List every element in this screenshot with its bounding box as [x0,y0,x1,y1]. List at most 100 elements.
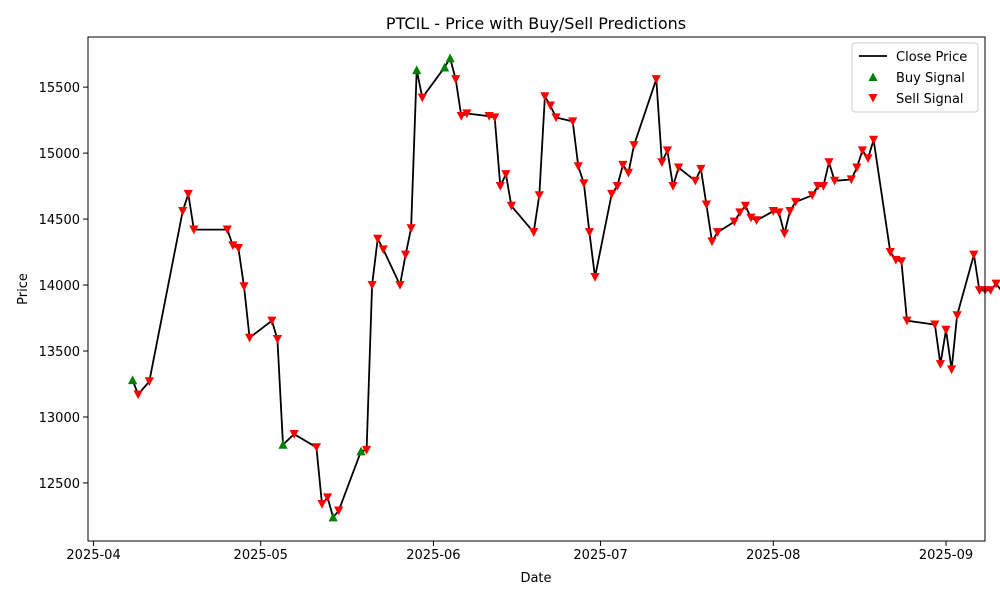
y-tick-label: 13000 [39,411,80,426]
sell-signal-marker [267,316,277,326]
x-tick-label: 2025-07 [573,548,627,563]
buy-signal-marker [356,446,366,456]
sell-signal-marker [824,158,834,167]
sell-signal-marker [712,228,723,237]
sell-signal-marker [612,181,622,191]
y-tick-label: 14500 [39,213,80,228]
y-axis: 12500 13000 13500 14000 14500 15000 15500 [39,81,88,492]
sell-signal-marker [690,176,700,186]
sell-signal-marker [189,225,199,235]
sell-signal-marker [673,163,684,173]
sell-signal-marker [540,92,550,101]
buy-signal-marker [328,512,338,522]
sell-signal-marker [969,250,979,260]
sell-signal-marker [228,241,238,251]
sell-signal-marker [378,245,388,255]
sell-signal-marker [133,390,143,400]
sell-signal-marker [985,286,996,295]
sell-signal-marker [334,506,344,516]
sell-signal-marker [584,228,595,237]
sell-signal-marker [144,377,154,386]
sell-signal-marker [857,146,868,156]
sell-signal-marker [506,201,517,211]
x-tick-label: 2025-09 [919,548,973,563]
data-layer [127,53,1000,522]
sell-signal-marker [935,360,946,369]
sell-signal-marker [701,200,712,210]
sell-signal-marker [545,101,556,111]
sell-signal-marker [322,493,333,503]
sell-signal-marker [373,234,383,244]
sell-signal-marker [367,280,377,290]
y-tick-label: 12500 [39,477,80,492]
sell-signal-marker [952,311,962,320]
sell-signal-marker [829,176,840,186]
sell-signal-marker [317,499,327,509]
sell-signal-marker [941,325,951,335]
legend-box [851,42,979,113]
sell-signal-marker [573,162,583,171]
sell-signal-marker [991,279,1000,289]
sell-signal-marker [930,320,940,330]
sell-signal-marker [863,154,873,163]
sell-signal-marker [785,207,795,216]
y-axis-label: Price [16,273,31,305]
sell-signal-marker [807,191,817,200]
x-axis-label: Date [520,571,551,586]
sell-signal-marker [668,181,678,191]
sell-signal-marker [406,224,416,233]
sell-signal-marker [361,445,372,455]
buy-signal-marker [445,53,455,63]
sell-signal-marker [417,93,427,103]
sell-signal-marker [651,75,661,84]
buy-signal-marker [412,65,422,75]
sell-signal-marker [623,168,634,178]
legend-sell-signal-label: Sell Signal [896,92,964,107]
buy-signal-marker [439,62,450,72]
sell-signal-marker [707,237,717,247]
sell-signal-marker [818,181,829,191]
sell-signal-marker [696,164,706,174]
sell-signal-marker [233,243,244,253]
legend-close-price-label: Close Price [896,50,967,65]
sell-signal-marker [657,158,667,167]
sell-signal-marker [868,135,879,145]
legend: Close Price Buy Signal Sell Signal [851,42,979,113]
sell-signal-marker [222,225,232,235]
x-tick-label: 2025-06 [406,548,460,563]
legend-buy-signal-swatch [868,72,878,81]
sell-signal-marker [501,170,511,179]
sell-signal-marker [885,247,895,257]
sell-signal-marker [395,280,405,290]
legend-sell-signal-swatch [868,94,878,103]
x-tick-label: 2025-05 [234,548,288,563]
legend-buy-signal-label: Buy Signal [896,71,965,86]
sell-signal-marker [311,443,322,452]
x-tick-label: 2025-04 [66,548,120,563]
sell-signal-marker [183,189,193,199]
sell-signal-marker [244,333,255,343]
sell-signal-marker [946,365,957,375]
sell-signal-marker [607,189,617,199]
buy-signal-marker [127,375,138,385]
plot-frame [87,36,986,542]
y-tick-label: 15500 [39,81,80,96]
sell-signal-marker [729,217,739,227]
sell-signal-marker [740,201,751,211]
plot-area [88,37,985,541]
sell-signal-marker [902,316,912,326]
chart-title: PTCIL - Price with Buy/Sell Predictions [386,14,686,33]
sell-signal-marker [568,117,578,127]
sell-signal-marker [751,216,762,225]
sell-signal-marker [846,175,856,185]
sell-signal-marker [178,207,188,216]
sell-signal-marker [779,229,790,239]
buy-signal-marker [278,440,288,449]
x-axis: 2025-04 2025-05 2025-06 2025-07 2025-08 2025-… [66,541,973,563]
sell-signal-marker [400,250,411,260]
sell-signal-marker [735,208,745,218]
sell-signal-marker [239,282,249,291]
sell-signal-marker [618,160,628,170]
sell-signal-marker [551,113,561,123]
